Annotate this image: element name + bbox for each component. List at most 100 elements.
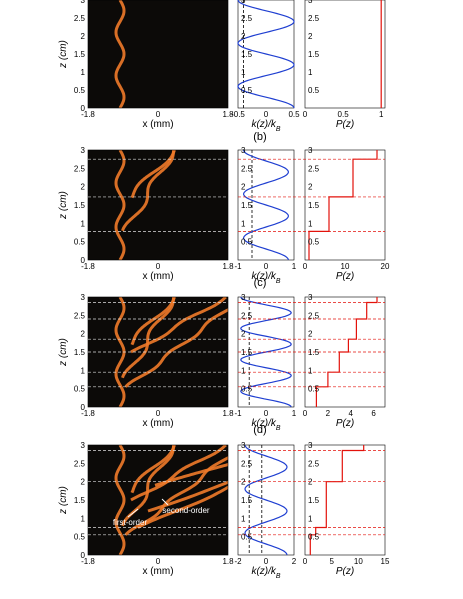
beam-traces <box>114 150 176 260</box>
z-tick-label: 0 <box>81 104 86 113</box>
z-axis-label: z (cm) <box>58 191 69 220</box>
p-x-tick: 0 <box>303 557 308 566</box>
p-x-tick: 4 <box>348 409 353 418</box>
k-z-tick-label: 1.5 <box>241 201 253 210</box>
beam-trace <box>130 445 176 494</box>
k-z-tick-label: 2 <box>241 183 246 192</box>
beam-trace <box>130 297 227 354</box>
k-axis-label-sub: B <box>276 573 281 580</box>
k-axis-label-main: k(z)/k <box>251 418 276 429</box>
k-curve <box>237 0 295 109</box>
p-z-tick-label: 2 <box>308 32 313 41</box>
p-axis-label: P(z) <box>336 566 354 577</box>
annotation-arrow <box>161 498 169 506</box>
k-z-tick-label: 2.5 <box>241 164 253 173</box>
annotation-arrow <box>127 508 139 518</box>
p-z-tick-label: 1 <box>308 366 313 375</box>
beam-x-tick: 0 <box>156 110 161 119</box>
beam-x-tick: -1.8 <box>81 262 95 271</box>
panel-label: (b) <box>253 131 266 143</box>
p-z-tick-label: 2 <box>308 330 313 339</box>
beam-x-tick: 0 <box>156 409 161 418</box>
p-z-tick-label: 1 <box>308 219 313 228</box>
k-z-tick-label: 2 <box>241 32 246 41</box>
k-z-tick-label: 0.5 <box>241 238 253 247</box>
k-z-tick-label: 2.5 <box>241 459 253 468</box>
k-x-tick: 0 <box>264 110 269 119</box>
p-x-tick: 5 <box>329 557 334 566</box>
beam-x-tick: 1.8 <box>222 110 234 119</box>
beam-trace <box>147 480 228 513</box>
k-z-tick-label: 2.5 <box>241 14 253 23</box>
p-x-tick: 10 <box>341 262 350 271</box>
k-x-tick: 0.5 <box>288 110 300 119</box>
p-z-tick-label: 1 <box>308 514 313 523</box>
z-axis-label: z (cm) <box>58 486 69 515</box>
beam-x-tick: 1.8 <box>222 557 234 566</box>
p-z-tick-label: 3 <box>308 441 313 450</box>
z-axis-label: z (cm) <box>58 338 69 367</box>
beam-x-tick: 1.8 <box>222 409 234 418</box>
k-z-tick-label: 1 <box>241 366 246 375</box>
z-tick-label: 0.5 <box>74 86 86 95</box>
z-tick-label: 2.5 <box>74 311 86 320</box>
k-axis-label: k(z)/kB <box>251 566 280 580</box>
z-tick-label: 0 <box>81 256 86 265</box>
k-z-tick-label: 3 <box>241 0 246 5</box>
p-z-tick-label: 1 <box>308 68 313 77</box>
p-z-tick-label: 1.5 <box>308 201 320 210</box>
p-z-tick-label: 3 <box>308 293 313 302</box>
p-x-tick: 0 <box>303 262 308 271</box>
z-tick-label: 1.5 <box>74 201 86 210</box>
z-tick-label: 1 <box>81 219 86 228</box>
k-axis-label-main: k(z)/k <box>251 566 276 577</box>
z-tick-label: 3 <box>81 441 86 450</box>
panel-label: (c) <box>254 277 267 289</box>
p-z-tick-label: 2 <box>308 478 313 487</box>
z-tick-label: 2.5 <box>74 14 86 23</box>
z-tick-label: 0 <box>81 403 86 412</box>
p-x-tick: 2 <box>326 409 331 418</box>
k-x-tick: 1 <box>292 409 297 418</box>
k-x-tick: -1 <box>234 262 242 271</box>
beam-x-label: x (mm) <box>142 271 173 282</box>
beam-trace <box>114 0 126 108</box>
k-x-tick: -2 <box>234 557 242 566</box>
p-x-tick: 1 <box>379 110 384 119</box>
z-tick-label: 1 <box>81 68 86 77</box>
k-z-tick-label: 3 <box>241 146 246 155</box>
k-z-tick-label: 1.5 <box>241 50 253 59</box>
p-x-tick: 20 <box>381 262 390 271</box>
beam-x-tick: -1.8 <box>81 110 95 119</box>
beam-trace <box>154 463 228 487</box>
z-tick-label: 1 <box>81 514 86 523</box>
p-z-tick-label: 2 <box>308 183 313 192</box>
beam-trace <box>114 445 126 555</box>
p-x-tick: 6 <box>371 409 376 418</box>
k-x-tick: -1 <box>234 409 242 418</box>
p-axis-label: P(z) <box>336 271 354 282</box>
z-tick-label: 1 <box>81 366 86 375</box>
p-x-tick: 0 <box>303 110 308 119</box>
beam-frame <box>87 149 229 261</box>
k-z-tick-label: 0.5 <box>241 385 253 394</box>
beam-x-tick: -1.8 <box>81 557 95 566</box>
k-z-tick-label: 1.5 <box>241 348 253 357</box>
p-z-tick-label: 2.5 <box>308 311 320 320</box>
z-tick-label: 2.5 <box>74 459 86 468</box>
z-tick-label: 2 <box>81 183 86 192</box>
z-tick-label: 1.5 <box>74 50 86 59</box>
k-axis-label: k(z)/kB <box>251 119 280 133</box>
p-axis-label: P(z) <box>336 119 354 130</box>
k-curve <box>242 149 290 261</box>
z-tick-label: 3 <box>81 146 86 155</box>
p-curve <box>315 297 378 407</box>
z-tick-label: 3 <box>81 293 86 302</box>
k-z-tick-label: 2 <box>241 478 246 487</box>
z-tick-label: 0.5 <box>74 533 86 542</box>
k-z-tick-label: 0.5 <box>241 86 253 95</box>
p-frame <box>304 0 386 109</box>
beam-x-tick: 0 <box>156 557 161 566</box>
k-axis-label: k(z)/kB <box>251 271 280 285</box>
